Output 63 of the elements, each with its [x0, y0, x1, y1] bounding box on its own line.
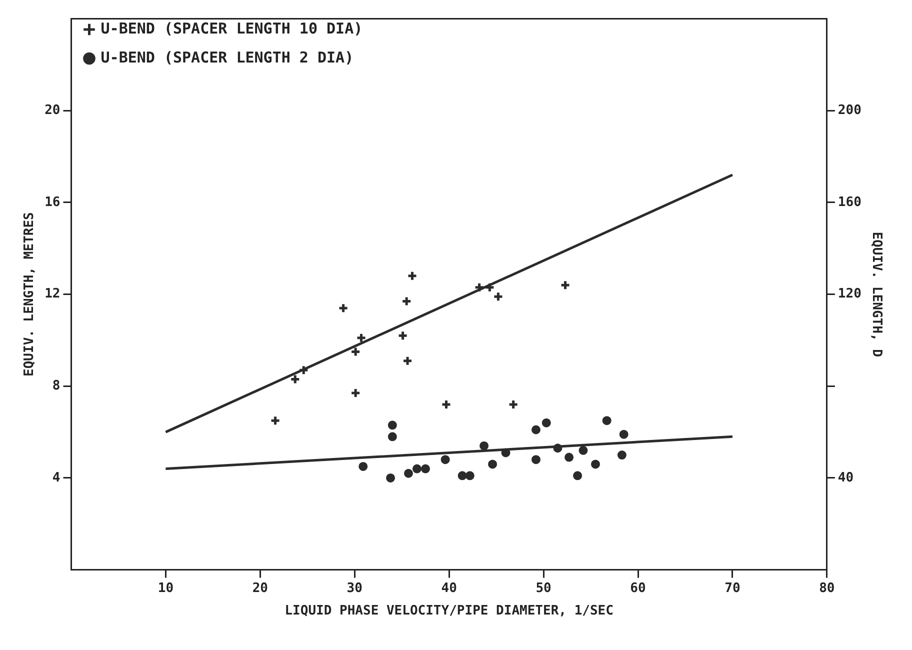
y-tick-label: 12 [44, 286, 60, 302]
point [531, 455, 540, 464]
point [484, 282, 495, 293]
point [488, 460, 498, 469]
y-tick-label: 20 [44, 103, 60, 118]
point [578, 446, 588, 455]
x-tick-label: 40 [441, 580, 458, 596]
point [553, 444, 562, 453]
y2-tick-label: 160 [838, 194, 862, 210]
legend-label: U-BEND (SPACER LENGTH 2 DIA) [100, 48, 354, 66]
point [298, 364, 309, 376]
point [388, 432, 397, 442]
point [407, 270, 418, 282]
point [270, 415, 281, 426]
y2-tick-label: 120 [838, 286, 862, 302]
x-tick-label: 80 [819, 580, 835, 596]
point [458, 471, 467, 480]
point [573, 471, 582, 480]
y-tick-label: 8 [52, 378, 60, 394]
point [404, 468, 413, 478]
point [531, 425, 540, 434]
point [617, 450, 626, 460]
point [401, 296, 412, 306]
x-tick-label: 20 [252, 580, 268, 596]
point [619, 430, 628, 439]
point [602, 416, 612, 426]
point [420, 464, 430, 474]
x-tick-label: 30 [346, 580, 363, 596]
point [338, 302, 349, 314]
point [290, 374, 300, 384]
point [474, 282, 485, 293]
y-tick-label: 16 [44, 194, 60, 210]
point [358, 462, 368, 471]
y2-axis-title: EQUIV. LENGTH, D [868, 232, 884, 358]
x-tick-label: 10 [158, 580, 174, 596]
point [508, 399, 519, 410]
point [480, 441, 489, 450]
point [564, 452, 574, 462]
point [590, 460, 600, 469]
point [501, 448, 510, 458]
point [388, 420, 397, 430]
x-tick-label: 50 [536, 580, 552, 596]
point [542, 418, 551, 428]
y2-tick-label: 40 [838, 470, 854, 486]
point [350, 346, 361, 357]
x-tick-label: 60 [630, 580, 646, 596]
point [492, 291, 504, 302]
point [350, 388, 361, 398]
point [398, 330, 408, 341]
x-tick-label: 70 [724, 580, 740, 596]
legend-label: U-BEND (SPACER LENGTH 10 DIA) [100, 19, 363, 38]
x-axis-title: LIQUID PHASE VELOCITY/PIPE DIAMETER, 1/SEC [284, 604, 614, 619]
y-axis-title: EQUIV. LENGTH, METRES [22, 212, 38, 376]
point [441, 399, 452, 410]
point [402, 356, 413, 366]
y2-tick-label: 200 [838, 103, 862, 118]
point [356, 332, 366, 344]
point [465, 471, 474, 480]
point [560, 280, 571, 290]
point [440, 455, 450, 464]
point [386, 473, 396, 482]
point [412, 464, 422, 474]
y-tick-label: 4 [52, 470, 60, 486]
